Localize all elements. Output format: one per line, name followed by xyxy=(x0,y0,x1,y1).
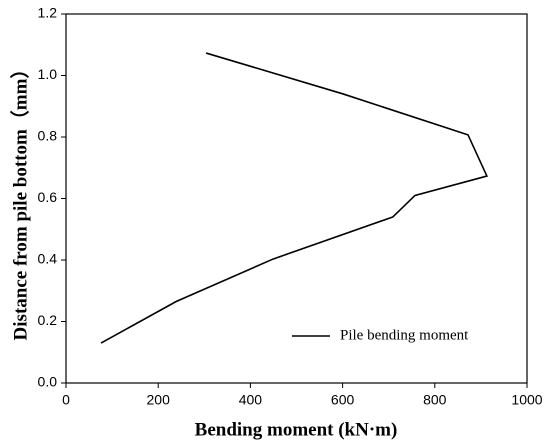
y-tick-label: 0.2 xyxy=(38,312,58,328)
data-line xyxy=(100,52,489,344)
x-tick-label: 800 xyxy=(423,392,447,408)
x-tick-label: 400 xyxy=(239,392,263,408)
x-tick-label: 1000 xyxy=(511,392,542,408)
y-axis-title: Distance from pile bottom（mm） xyxy=(8,60,31,341)
legend-label: Pile bending moment xyxy=(340,327,469,343)
x-tick-label: 600 xyxy=(331,392,355,408)
y-tick-label: 0.0 xyxy=(38,374,58,390)
y-tick-label: 1.0 xyxy=(38,66,58,82)
y-tick-label: 0.6 xyxy=(38,189,58,205)
x-axis-title: Bending moment (kN·m) xyxy=(195,419,398,440)
y-tick-label: 0.8 xyxy=(38,128,58,144)
x-tick-label: 0 xyxy=(62,392,70,408)
y-tick-label: 0.4 xyxy=(38,251,58,267)
y-tick-label: 1.2 xyxy=(38,5,58,21)
x-tick-label: 200 xyxy=(147,392,171,408)
